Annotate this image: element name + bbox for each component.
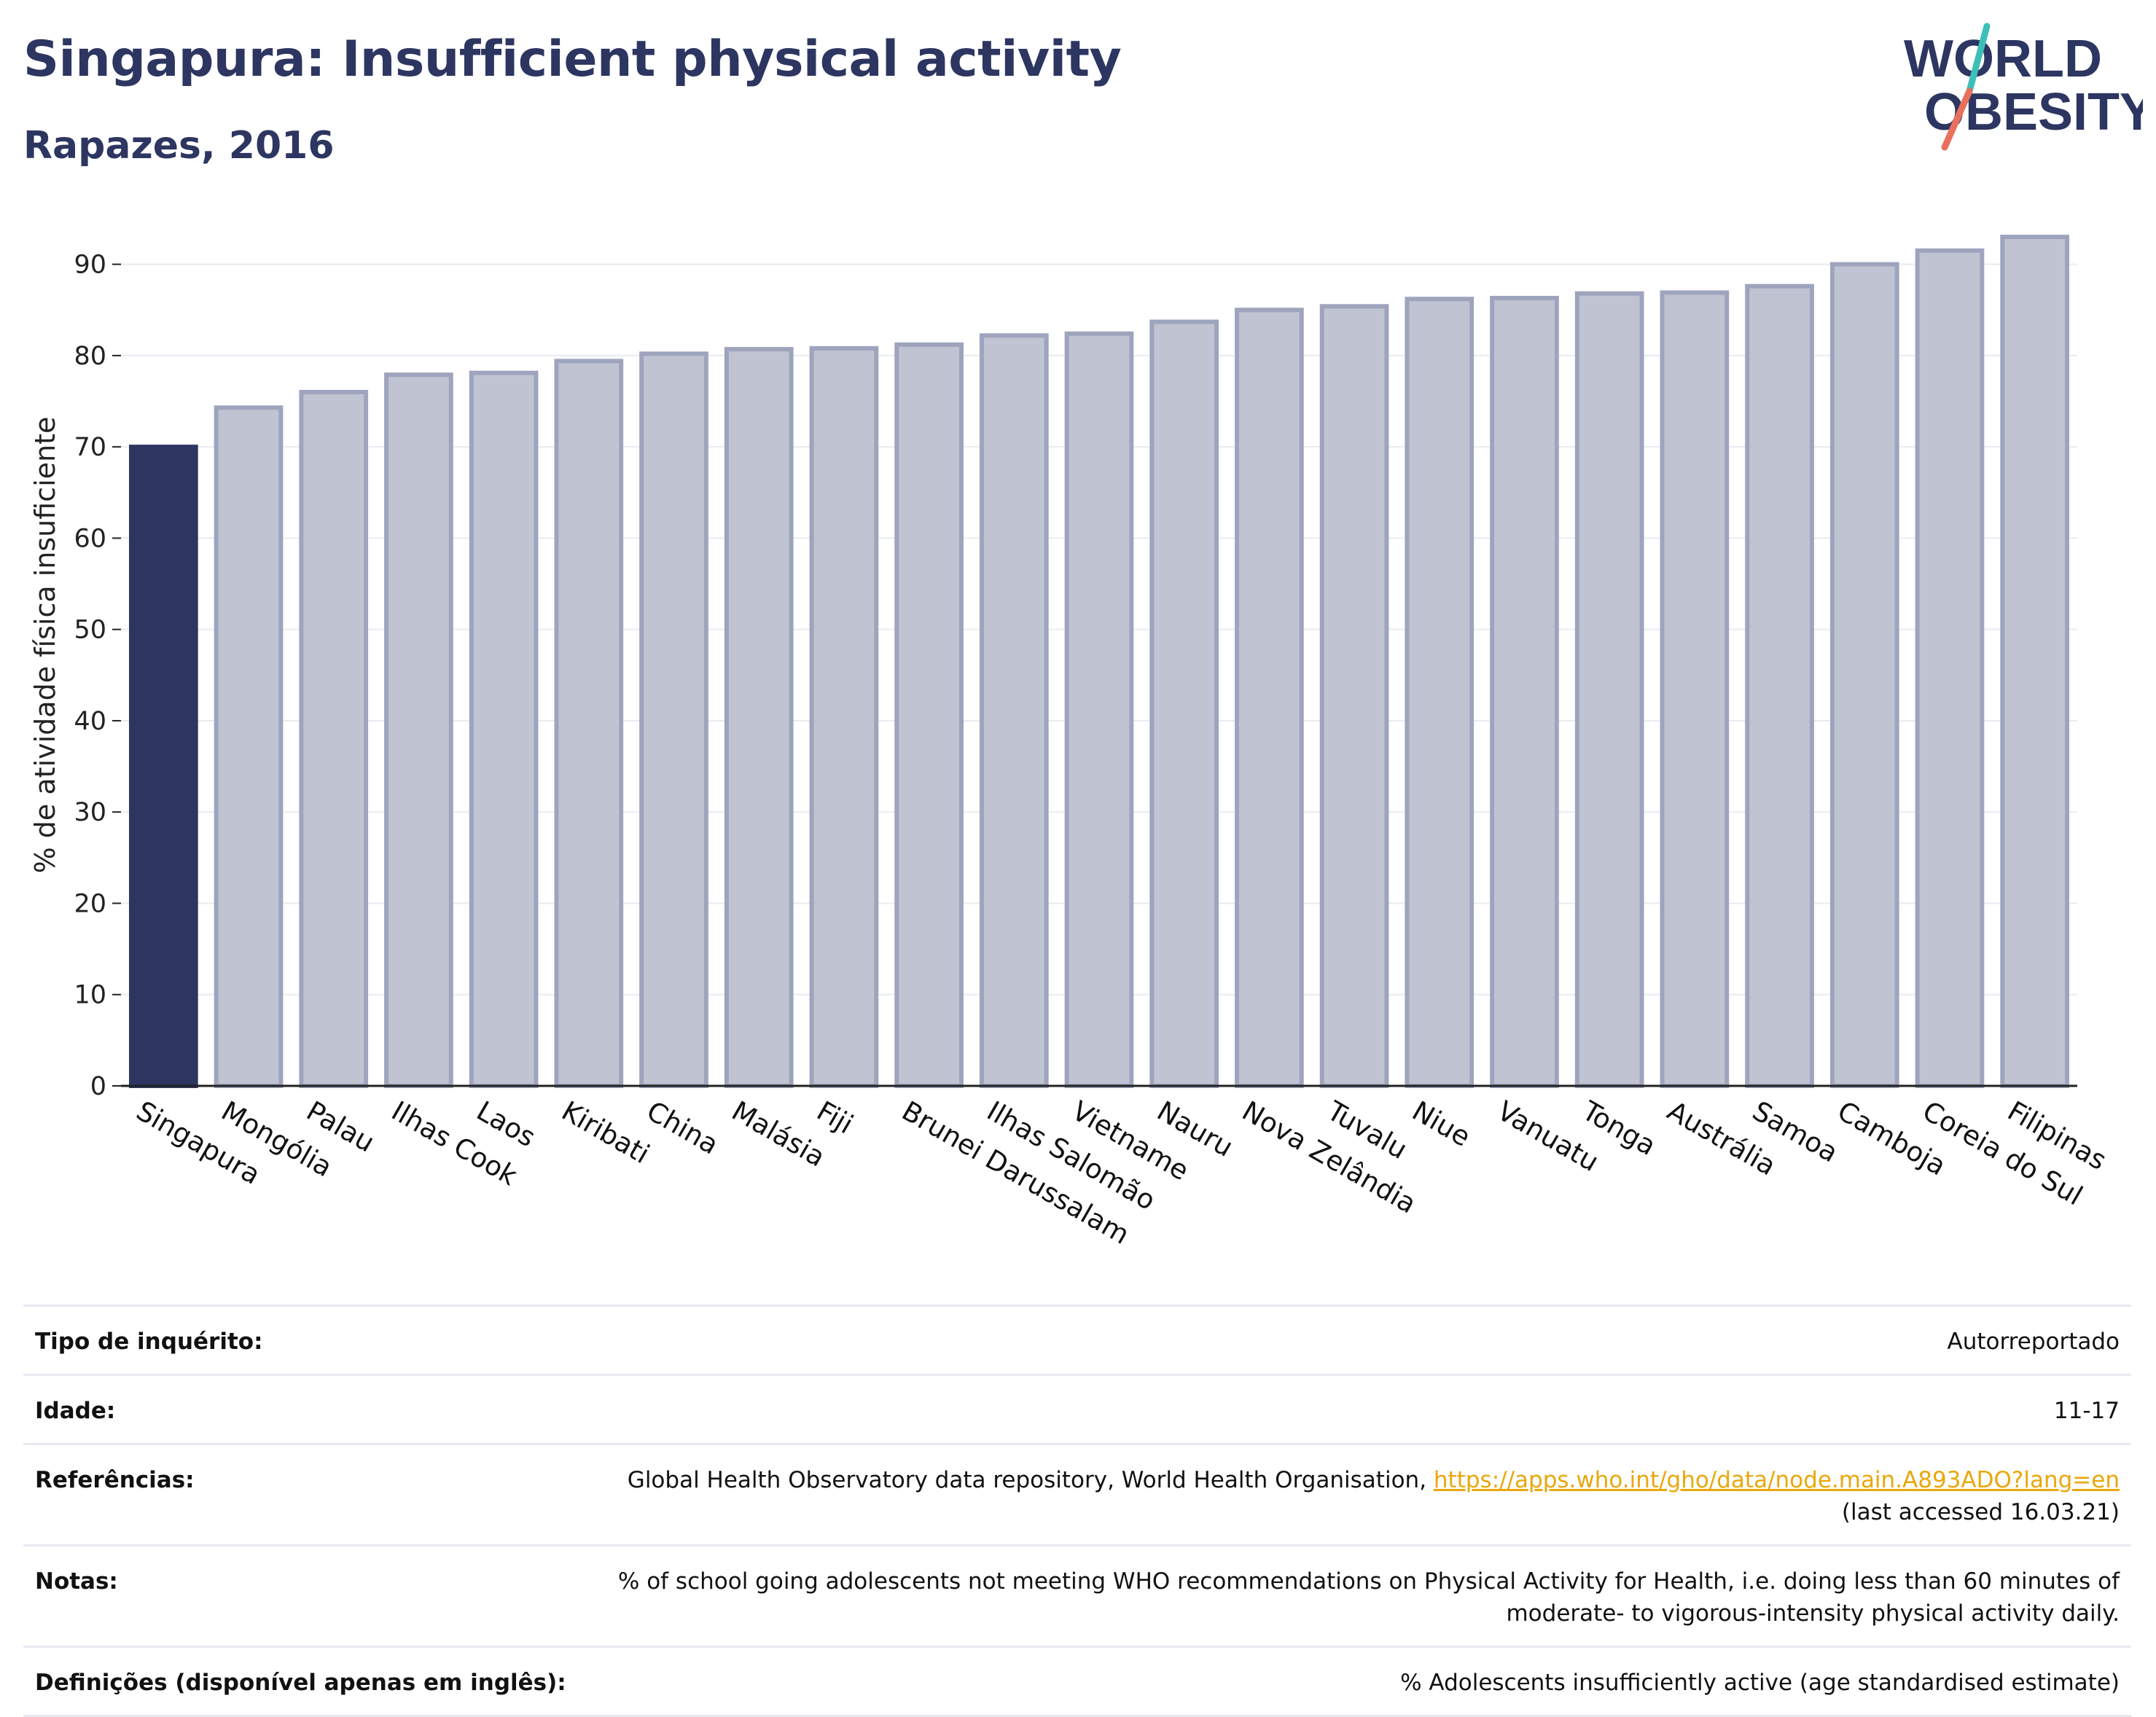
bar xyxy=(1745,283,1814,1089)
x-tick-label: China xyxy=(641,1095,724,1161)
info-label: Referências: xyxy=(35,1467,195,1493)
bar xyxy=(1574,291,1644,1088)
bar xyxy=(894,342,964,1088)
world-obesity-logo: WORLD OBESITY xyxy=(1904,23,2143,151)
reference-link[interactable]: https://apps.who.int/gho/data/node.main.… xyxy=(1433,1467,2120,1493)
bar xyxy=(299,390,369,1088)
bar xyxy=(1490,295,1559,1088)
bars xyxy=(129,235,2069,1089)
info-value-text: Autorreportado xyxy=(1947,1329,2120,1355)
y-tick-label: 30 xyxy=(74,798,106,827)
info-value-text-2: (last accessed 16.03.21) xyxy=(1841,1499,2120,1525)
info-value: % Adolescents insufficiently active (age… xyxy=(1400,1667,2120,1699)
logo-slash-teal xyxy=(1966,23,1991,95)
bar xyxy=(1319,304,1389,1088)
info-row: Definições (disponível apenas em inglês)… xyxy=(23,1648,2131,1717)
info-row: Idade: 11-17 xyxy=(23,1376,2131,1445)
chart-subtitle: Rapazes, 2016 xyxy=(23,124,335,168)
bar xyxy=(1235,308,1304,1088)
bar xyxy=(384,372,453,1088)
info-label: Notas: xyxy=(35,1568,118,1595)
bar xyxy=(1915,248,1985,1088)
bar xyxy=(2000,235,2069,1089)
chart-title: Singapura: Insufficient physical activit… xyxy=(23,31,1122,88)
bar xyxy=(129,445,198,1088)
info-value: Global Health Observatory data repositor… xyxy=(628,1464,2120,1528)
info-label: Tipo de inquérito: xyxy=(35,1329,263,1355)
y-tick-label: 60 xyxy=(74,524,106,553)
y-axis-title: % de atividade física insuficiente xyxy=(29,417,61,874)
bar xyxy=(214,405,284,1088)
y-tick-label: 80 xyxy=(74,342,106,371)
info-value-text: % of school going adolescents not meetin… xyxy=(617,1568,2120,1595)
info-label: Definições (disponível apenas em inglês)… xyxy=(35,1670,566,1696)
bar xyxy=(1660,290,1730,1089)
y-tick-label: 0 xyxy=(90,1072,106,1101)
x-tick-label: Fiji xyxy=(811,1095,858,1141)
info-row: Notas: % of school going adolescents not … xyxy=(23,1546,2131,1648)
y-tick-label: 40 xyxy=(74,707,106,736)
info-value-text-2: moderate- to vigorous-intensity physical… xyxy=(1506,1600,2120,1627)
y-tick-label: 70 xyxy=(74,433,106,462)
bar xyxy=(1829,262,1899,1088)
bar xyxy=(724,347,794,1088)
y-tick-labels: 0 10 20 30 40 50 60 70 80 90 xyxy=(74,251,121,1101)
info-value-text: 11-17 xyxy=(2053,1398,2120,1424)
info-label: Idade: xyxy=(35,1398,116,1424)
x-tick-label: Malásia xyxy=(727,1095,831,1173)
logo-line1: WORLD xyxy=(1904,30,2102,88)
bar xyxy=(979,333,1049,1089)
y-tick-label: 50 xyxy=(74,616,106,645)
info-value-text: % Adolescents insufficiently active (age… xyxy=(1400,1670,2120,1696)
bar xyxy=(1405,297,1475,1088)
bar xyxy=(1149,319,1219,1088)
bar xyxy=(554,359,624,1088)
info-row: Tipo de inquérito: Autorreportado xyxy=(23,1307,2131,1376)
y-tick-label: 20 xyxy=(74,889,106,918)
x-tick-label: Kiribati xyxy=(556,1095,655,1170)
info-value: % of school going adolescents not meetin… xyxy=(618,1565,2120,1630)
bar xyxy=(809,345,879,1089)
y-tick-label: 90 xyxy=(74,251,106,280)
info-value-text: Global Health Observatory data repositor… xyxy=(627,1467,1427,1493)
y-tick-label: 10 xyxy=(74,981,106,1010)
bar xyxy=(1064,331,1134,1089)
info-value: 11-17 xyxy=(2054,1395,2120,1427)
info-row: Referências: Global Health Observatory da… xyxy=(23,1445,2131,1546)
logo-slash-coral xyxy=(1941,87,1973,151)
info-value: Autorreportado xyxy=(1948,1326,2120,1358)
x-tick-label: Niue xyxy=(1407,1095,1475,1153)
bar xyxy=(639,351,708,1088)
bar-chart: 0 10 20 30 40 50 60 70 80 90 SingapuraMongóliaPal… xyxy=(29,235,2112,1251)
bar xyxy=(469,370,539,1088)
info-table: Tipo de inquérito: Autorreportado Idade: 11… xyxy=(23,1305,2131,1717)
